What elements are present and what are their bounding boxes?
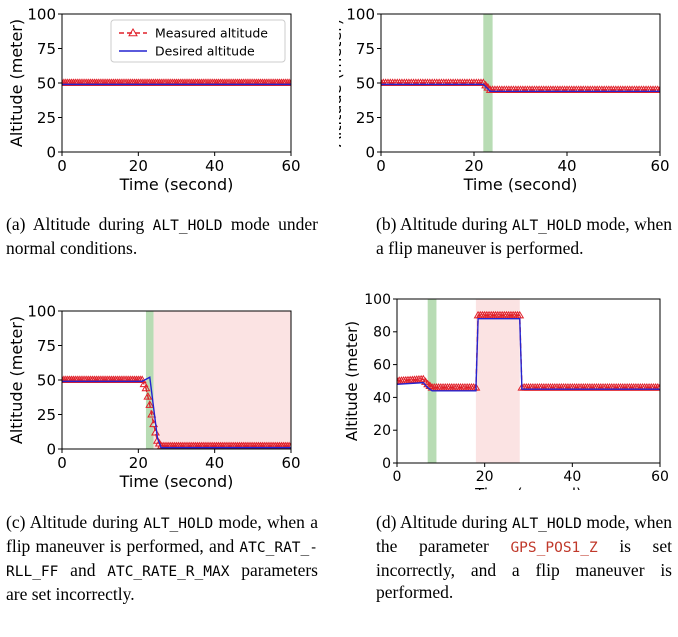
y-tick-label-c: 100 xyxy=(27,302,56,320)
plot-area-b xyxy=(381,78,660,93)
measured-marker xyxy=(286,441,291,449)
caption-d-text-end: is set incorrectly, and a flip maneuver … xyxy=(376,536,672,602)
chart-a: 0 20 40 60 0 25 50 75 100 Time (second) Altitude (… xyxy=(7,5,301,194)
y-tick-label-d: 20 xyxy=(373,423,391,439)
desired-line-b xyxy=(381,83,660,92)
axes-frame-d xyxy=(396,298,661,464)
caption-b-text-end: mode, when a flip maneuver is performed. xyxy=(376,214,672,258)
x-axis-label-a: Time (second) xyxy=(119,175,234,194)
measured-marker xyxy=(139,379,149,388)
caption-c-text: (c) Altitude during xyxy=(6,512,144,532)
desired-line-d xyxy=(397,317,660,392)
y-tick-label-a: 0 xyxy=(46,143,56,161)
caption-a-text: (a) Altitude during xyxy=(6,214,153,234)
y-tick-label-d: 60 xyxy=(373,358,391,374)
caption-b-code: ALT_HOLD xyxy=(511,218,582,234)
measured-marker xyxy=(147,409,157,418)
caption-c: (c) Altitude during ALT_HOLD mode, when … xyxy=(6,511,318,605)
measured-line-d xyxy=(397,314,660,389)
x-tick-label-b: 0 xyxy=(376,157,386,175)
y-tick-label-b: 100 xyxy=(346,5,375,23)
y-tick-label-b: 25 xyxy=(356,109,375,127)
caption-d-code-2: GPS_POS1_Z xyxy=(510,540,598,556)
x-tick-label-c: 60 xyxy=(281,454,300,472)
y-tick-label-d: 0 xyxy=(382,456,391,472)
caption-a: (a) Altitude during ALT_HOLD mode under … xyxy=(6,213,318,259)
legend-label: Desired altitude xyxy=(155,44,255,59)
x-tick-label-d: 0 xyxy=(393,469,402,485)
desired-line-c xyxy=(62,376,291,449)
x-tick-label-d: 60 xyxy=(651,469,669,485)
y-tick-label-b: 75 xyxy=(356,40,375,58)
measured-marker xyxy=(137,375,147,384)
legend-a: Measured altitude Desired altitude xyxy=(110,19,286,63)
caption-c-code-2: ATC_RAT_-RLL_FF xyxy=(6,540,318,580)
measured-line-b xyxy=(381,82,660,91)
span-b-0 xyxy=(483,14,493,152)
span-d-1 xyxy=(475,299,520,463)
x-axis-label-b: Time (second) xyxy=(463,175,578,194)
x-tick-label-a: 20 xyxy=(129,157,148,175)
x-tick-label-a: 0 xyxy=(57,157,67,175)
span-c-1 xyxy=(153,311,291,449)
x-tick-label-b: 20 xyxy=(464,157,483,175)
plot-area-a xyxy=(62,78,291,87)
y-tick-label-d: 80 xyxy=(373,325,391,341)
y-tick-label-a: 50 xyxy=(37,74,56,92)
caption-b-text: (b) Altitude during xyxy=(376,214,512,234)
x-tick-label-a: 60 xyxy=(281,157,300,175)
caption-c-code-3: ATC_RATE_R_MAX xyxy=(107,564,230,580)
legend-marker-measured xyxy=(128,28,138,37)
caption-d-text: (d) Altitude during xyxy=(376,512,512,532)
x-tick-label-c: 40 xyxy=(205,454,224,472)
caption-d: (d) Altitude during ALT_HOLD mode, when … xyxy=(376,511,672,603)
legend-label: Measured altitude xyxy=(155,26,268,41)
caption-c-text-2: mode, when a flip maneuver is performed,… xyxy=(6,512,318,556)
plot-area-d xyxy=(397,310,660,392)
x-tick-label-d: 40 xyxy=(563,469,581,485)
x-tick-label-b: 60 xyxy=(650,157,669,175)
y-tick-label-a: 100 xyxy=(27,5,56,23)
y-tick-label-c: 75 xyxy=(37,337,56,355)
caption-c-text-end: parameters are set incorrectly. xyxy=(6,560,318,604)
chart-b: 0 20 40 60 0 25 50 75 100 Time (second) Altitude (… xyxy=(339,5,670,194)
caption-c-text-3: and xyxy=(58,560,108,580)
y-tick-label-b: 50 xyxy=(356,74,375,92)
y-tick-label-d: 40 xyxy=(373,390,391,406)
legend-box xyxy=(110,19,286,63)
y-tick-label-c: 50 xyxy=(37,371,56,389)
span-d-0 xyxy=(427,299,437,463)
y-tick-label-a: 75 xyxy=(37,40,56,58)
caption-c-code: ALT_HOLD xyxy=(143,516,214,532)
y-tick-label-a: 25 xyxy=(37,109,56,127)
y-axis-label-b: Altitude (meter) xyxy=(339,19,345,147)
x-tick-label-c: 20 xyxy=(129,454,148,472)
y-axis-label-c: Altitude (meter) xyxy=(7,316,26,444)
plot-area-c xyxy=(62,375,291,449)
caption-d-text-2: mode, when the parameter xyxy=(376,512,672,556)
x-tick-label-d: 20 xyxy=(476,469,494,485)
x-axis-label-c: Time (second) xyxy=(119,472,234,490)
caption-a-code: ALT_HOLD xyxy=(152,218,223,234)
caption-b: (b) Altitude during ALT_HOLD mode, when … xyxy=(376,213,672,259)
x-tick-label-a: 40 xyxy=(205,157,224,175)
y-tick-label-c: 0 xyxy=(46,440,56,458)
chart-d: 0 20 40 60 0 20 40 60 80 100 Time (second) Altitude… xyxy=(343,292,669,490)
y-axis-label-a: Altitude (meter) xyxy=(7,19,26,147)
y-tick-label-d: 100 xyxy=(364,292,391,308)
chart-c: 0 20 40 60 0 25 50 75 100 Time (second) Altitude (… xyxy=(7,302,301,490)
caption-a-text-end: mode under normal conditions. xyxy=(6,214,318,258)
y-tick-label-c: 25 xyxy=(37,406,56,424)
x-tick-label-b: 40 xyxy=(557,157,576,175)
y-tick-label-b: 0 xyxy=(365,143,375,161)
y-axis-label-d: Altitude (meter) xyxy=(343,321,361,441)
x-axis-label-d: Time (second) xyxy=(474,485,582,490)
x-tick-label-c: 0 xyxy=(57,454,67,472)
caption-d-code: ALT_HOLD xyxy=(511,516,582,532)
